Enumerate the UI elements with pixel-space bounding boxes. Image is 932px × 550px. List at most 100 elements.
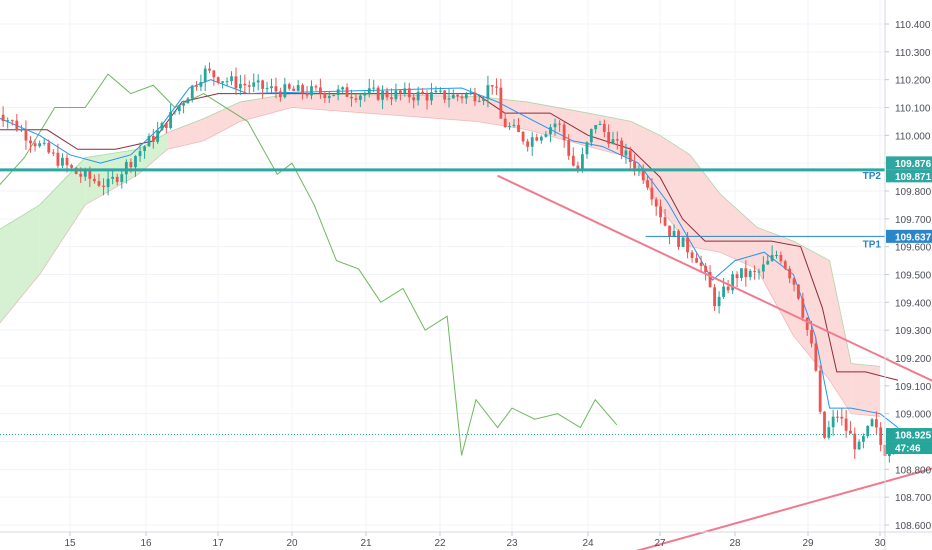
candle-body: [336, 89, 340, 95]
candle-body: [473, 92, 477, 102]
candle-body: [464, 94, 468, 99]
candle-body: [611, 139, 615, 144]
candle-body: [195, 85, 198, 87]
candle-body: [403, 88, 407, 94]
candle-body: [571, 155, 575, 166]
cloud-segment: [138, 132, 168, 175]
candle-body: [713, 287, 716, 307]
candle-body: [97, 181, 101, 186]
candle-body: [589, 129, 593, 143]
candle-body: [722, 286, 726, 297]
candle-body: [521, 132, 525, 142]
candle-body: [83, 170, 87, 177]
time-tick-label: 30: [874, 538, 886, 549]
candle-body: [358, 95, 362, 100]
price-tick-label: 108.600: [895, 521, 932, 532]
candle-body: [164, 123, 168, 128]
candle-body: [797, 284, 800, 299]
candle-body: [874, 419, 878, 428]
candle-body: [381, 90, 384, 100]
candle-body: [1, 114, 5, 122]
candle-body: [558, 123, 561, 125]
candle-body: [539, 136, 543, 141]
candle-body: [345, 87, 349, 97]
candle-body: [726, 286, 730, 291]
candle-body: [451, 94, 455, 99]
candle-body: [490, 85, 494, 87]
tp2b-price-tag-bg: [886, 169, 932, 183]
candle-body: [695, 258, 698, 263]
tp1-price-tag-bg: [886, 229, 932, 243]
candle-body: [499, 87, 503, 119]
candle-body: [252, 82, 256, 87]
candle-body: [477, 100, 481, 102]
candle-body: [562, 124, 566, 141]
candle-body: [274, 86, 278, 92]
cloud-segment: [720, 193, 757, 269]
candle-body: [134, 156, 137, 168]
candle-body: [301, 85, 305, 94]
candle-body: [810, 330, 813, 344]
candle-body: [38, 143, 42, 147]
price-tick-label: 109.800: [895, 187, 932, 198]
candle-body: [270, 86, 273, 89]
triangle-lower-line: [636, 467, 932, 550]
price-tick-label: 108.700: [895, 493, 932, 504]
candle-body: [243, 83, 247, 86]
candle-body: [292, 88, 296, 91]
candle-body: [124, 161, 128, 175]
candle-body: [367, 88, 371, 94]
candle-body: [416, 91, 420, 101]
candle-body: [318, 87, 322, 94]
price-tick-label: 109.500: [895, 271, 932, 282]
time-tick-label: 27: [654, 538, 666, 549]
candle-body: [753, 270, 756, 272]
candle-body: [460, 96, 464, 99]
candle-body: [677, 230, 680, 247]
candle-body: [775, 254, 778, 256]
candle-body: [203, 68, 207, 83]
candle-body: [844, 418, 848, 431]
candle-body: [831, 416, 835, 428]
last-price-tag-bg: [886, 428, 932, 442]
candle-body: [212, 70, 216, 78]
candle-body: [151, 136, 155, 142]
candle-body: [598, 123, 602, 125]
tp2-label: TP2: [863, 171, 882, 182]
candle-body: [234, 76, 238, 89]
candle-body: [823, 411, 826, 438]
candle-body: [663, 217, 667, 226]
candle-body: [699, 262, 703, 266]
time-tick-label: 24: [582, 538, 594, 549]
candle-body: [296, 85, 300, 91]
time-tick-label: 21: [360, 538, 372, 549]
candle-body: [581, 154, 584, 171]
candle-body: [853, 433, 857, 450]
candle-body: [766, 260, 770, 265]
candle-body: [672, 230, 676, 237]
candle-body: [517, 124, 520, 133]
candle-body: [879, 427, 883, 445]
candle-body: [801, 298, 805, 318]
candle-body: [668, 225, 671, 237]
candle-body: [607, 132, 611, 144]
candle-body: [744, 268, 748, 278]
candle-body: [287, 84, 291, 89]
time-axis[interactable]: 15 16 17 20 21 22 23 24 27 28 29 30: [0, 531, 932, 549]
candle-body: [553, 123, 557, 128]
candle-body: [456, 94, 460, 97]
candle-body: [594, 124, 598, 130]
candle-body: [93, 178, 96, 182]
price-axis[interactable]: 110.400110.300110.200110.100110.000109.9…: [884, 0, 932, 550]
candle-body: [278, 91, 282, 98]
price-tick-label: 109.400: [895, 298, 932, 309]
candle-body: [748, 270, 752, 278]
candle-body: [602, 123, 606, 133]
candle-body: [827, 427, 831, 438]
cloud-segment: [793, 241, 830, 381]
candle-body: [208, 68, 211, 71]
candle-body: [225, 81, 229, 83]
cloud-segment: [292, 93, 476, 122]
candle-body: [814, 343, 818, 371]
